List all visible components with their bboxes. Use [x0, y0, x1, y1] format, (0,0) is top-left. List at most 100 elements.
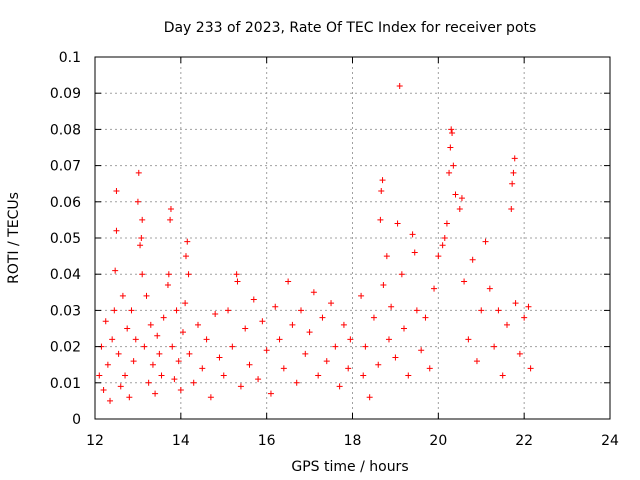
data-point: [135, 169, 142, 176]
data-point: [499, 372, 506, 379]
data-point: [179, 329, 186, 336]
data-point: [465, 336, 472, 343]
data-point: [280, 365, 287, 372]
grid-lines: [95, 57, 610, 419]
data-point: [302, 350, 309, 357]
data-point: [173, 307, 180, 314]
data-point: [315, 372, 322, 379]
data-point: [229, 343, 236, 350]
data-point: [362, 343, 369, 350]
y-tick-label: 0.01: [50, 376, 81, 392]
data-point: [175, 358, 182, 365]
data-point: [96, 372, 103, 379]
y-tick-label: 0.1: [59, 50, 81, 66]
data-point: [128, 307, 135, 314]
data-point: [452, 191, 459, 198]
data-point: [112, 267, 119, 274]
data-point: [366, 394, 373, 401]
data-point: [411, 249, 418, 256]
data-point: [377, 216, 384, 223]
data-point: [448, 126, 455, 133]
data-point: [289, 321, 296, 328]
data-point: [511, 155, 518, 162]
data-point: [255, 376, 262, 383]
data-point: [512, 300, 519, 307]
data-point: [190, 379, 197, 386]
x-tick-label: 24: [601, 433, 619, 449]
data-point: [504, 321, 510, 328]
data-point: [237, 383, 244, 390]
data-point: [360, 372, 367, 379]
x-tick-label: 22: [515, 433, 533, 449]
data-point: [185, 271, 192, 278]
data-point: [156, 350, 163, 357]
data-point: [394, 220, 401, 227]
data-point: [508, 206, 515, 213]
x-tick-label: 18: [344, 433, 362, 449]
data-point: [109, 336, 116, 343]
data-point: [113, 227, 120, 234]
data-point: [212, 311, 219, 318]
data-point: [285, 278, 292, 285]
data-point: [242, 325, 249, 332]
data-point: [177, 387, 184, 394]
x-axis-label: GPS time / hours: [291, 459, 408, 475]
data-point: [409, 231, 416, 238]
data-point: [207, 394, 214, 401]
data-point: [250, 296, 257, 303]
data-point: [182, 253, 189, 260]
data-point: [203, 336, 210, 343]
data-point: [358, 292, 365, 299]
data-point: [392, 354, 399, 361]
data-point: [154, 332, 161, 339]
data-point: [336, 383, 343, 390]
data-point: [165, 271, 172, 278]
data-point: [385, 336, 392, 343]
data-point: [293, 379, 300, 386]
data-point: [199, 365, 206, 372]
data-point: [380, 282, 387, 289]
y-tick-label: 0.04: [50, 267, 81, 283]
data-point: [378, 187, 385, 194]
data-point: [225, 307, 232, 314]
data-point: [132, 336, 139, 343]
data-point: [323, 358, 330, 365]
data-point: [449, 130, 456, 137]
data-point: [525, 303, 532, 310]
data-point: [147, 321, 154, 328]
data-point: [310, 289, 317, 296]
data-point: [100, 387, 107, 394]
x-tick-label: 20: [429, 433, 447, 449]
y-tick-label: 0.06: [50, 195, 81, 211]
data-point: [111, 307, 118, 314]
data-point: [134, 198, 141, 205]
chart-title: Day 233 of 2023, Rate Of TEC Index for r…: [164, 20, 537, 36]
data-point: [521, 314, 528, 321]
data-point: [495, 307, 502, 314]
data-point: [439, 242, 446, 249]
data-point: [418, 347, 425, 354]
data-point: [113, 187, 120, 194]
data-point: [319, 314, 326, 321]
data-point: [328, 300, 335, 307]
data-point: [233, 271, 240, 278]
data-point: [234, 278, 241, 285]
x-tick-label: 14: [172, 433, 190, 449]
data-point: [422, 314, 429, 321]
data-point: [332, 343, 339, 350]
data-point: [169, 343, 176, 350]
y-tick-label: 0.05: [50, 231, 81, 247]
data-point: [396, 82, 403, 89]
data-point: [446, 169, 453, 176]
data-point: [340, 321, 347, 328]
data-point: [139, 216, 146, 223]
x-tick-label: 12: [86, 433, 104, 449]
data-point: [426, 365, 433, 372]
y-tick-label: 0.03: [50, 303, 81, 319]
data-point: [482, 238, 489, 245]
data-point: [516, 350, 523, 357]
data-point: [267, 390, 274, 397]
data-point: [117, 383, 124, 390]
data-point: [461, 278, 468, 285]
